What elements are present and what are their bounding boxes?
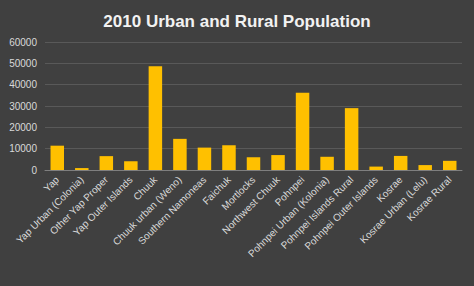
svg-text:Chuuk urban (Weno): Chuuk urban (Weno) xyxy=(110,174,184,248)
svg-text:10000: 10000 xyxy=(9,143,37,154)
svg-text:Kosrae Urban (Lelu): Kosrae Urban (Lelu) xyxy=(357,174,430,246)
svg-text:Yap Urban (Colonia): Yap Urban (Colonia) xyxy=(14,174,86,246)
svg-text:Yap Outer Islands: Yap Outer Islands xyxy=(71,174,135,238)
svg-text:0: 0 xyxy=(31,165,37,176)
svg-text:30000: 30000 xyxy=(9,101,37,112)
svg-text:Other Yap Proper: Other Yap Proper xyxy=(47,174,111,237)
svg-text:Mortlocks: Mortlocks xyxy=(219,174,258,213)
svg-text:Kosrae Rural: Kosrae Rural xyxy=(405,174,454,223)
svg-text:Faichuk: Faichuk xyxy=(200,174,233,207)
svg-text:20000: 20000 xyxy=(9,122,37,133)
svg-text:Kosrae: Kosrae xyxy=(374,174,405,205)
svg-text:Pohnpei: Pohnpei xyxy=(272,174,307,208)
svg-text:60000: 60000 xyxy=(9,37,37,48)
svg-text:Southern Namoneas: Southern Namoneas xyxy=(136,174,209,247)
svg-text:50000: 50000 xyxy=(9,58,37,69)
svg-text:Pohnpei Outer Islands: Pohnpei Outer Islands xyxy=(302,174,380,252)
svg-text:Pohnpei Islands Rural: Pohnpei Islands Rural xyxy=(278,174,356,251)
svg-text:Yap: Yap xyxy=(41,174,61,194)
svg-text:Northwest Chuuk: Northwest Chuuk xyxy=(220,174,282,236)
svg-text:Pohnpei Urban (Kolonia): Pohnpei Urban (Kolonia) xyxy=(245,174,331,260)
svg-text:Chuuk: Chuuk xyxy=(131,174,160,203)
svg-text:2010 Urban and Rural Populatio: 2010 Urban and Rural Population xyxy=(103,12,370,31)
svg-text:40000: 40000 xyxy=(9,79,37,90)
